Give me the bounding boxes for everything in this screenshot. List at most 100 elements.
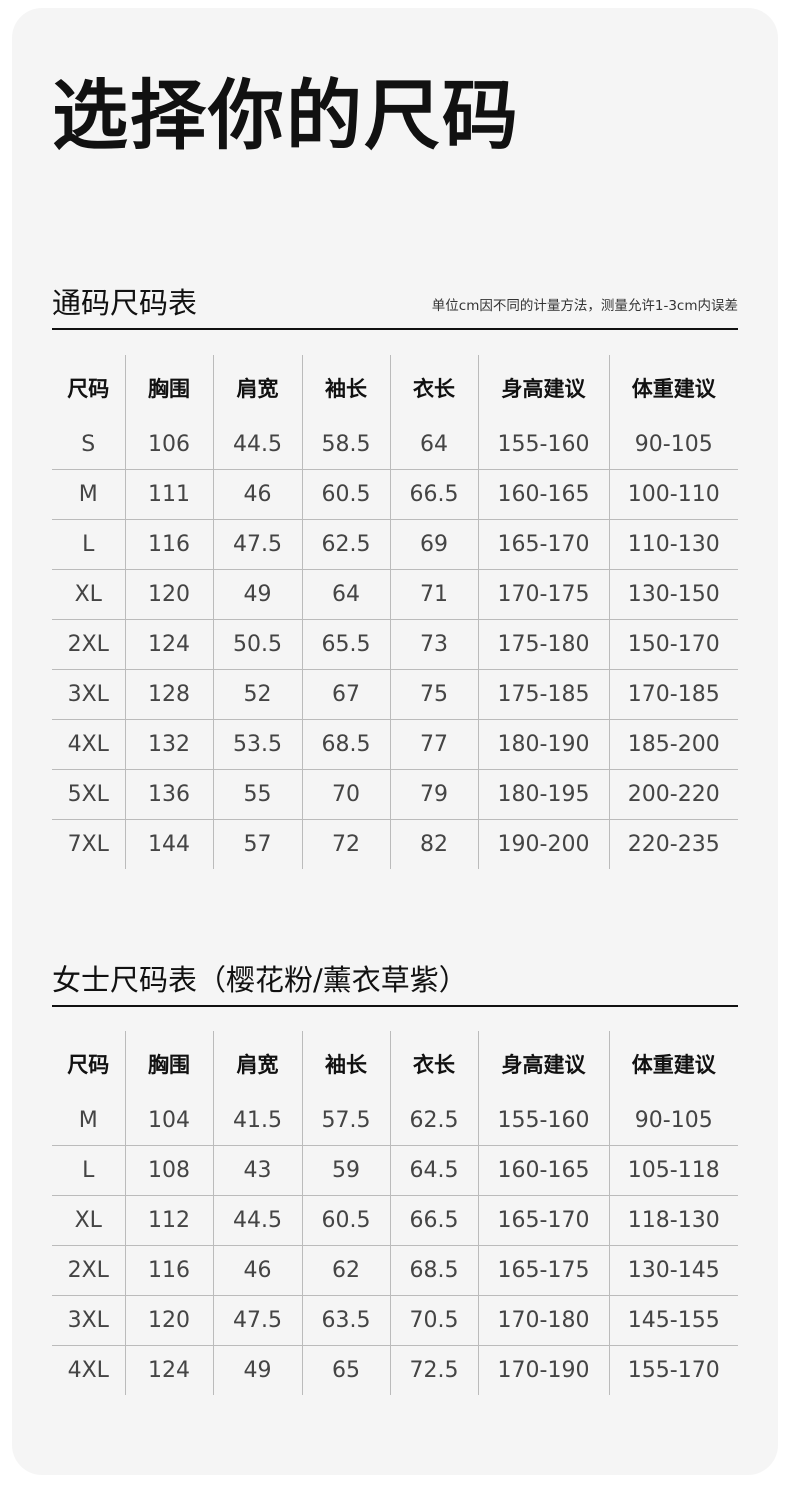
column-header: 胸围 xyxy=(124,355,213,420)
table-cell: 190-200 xyxy=(477,819,609,869)
column-header: 尺码 xyxy=(67,376,110,401)
table-cell: 72 xyxy=(301,819,390,869)
table-cell: L xyxy=(52,519,125,570)
table-row: 4XL 124 49 65 72.5 170-190 155-170 xyxy=(52,1345,738,1395)
table-cell: 180-195 xyxy=(477,769,609,820)
table-cell: 155-160 xyxy=(477,1096,609,1146)
table-cell: 165-175 xyxy=(477,1245,609,1296)
table-cell: M xyxy=(52,469,125,520)
unisex-section-header: 通码尺码表 单位cm因不同的计量方法，测量允许1-3cm内误差 xyxy=(52,286,738,330)
table-cell: 160-165 xyxy=(477,469,609,520)
measurement-note: 单位cm因不同的计量方法，测量允许1-3cm内误差 xyxy=(431,298,738,314)
table-cell: 65.5 xyxy=(301,619,390,670)
table-cell: 46 xyxy=(212,469,302,520)
table-cell: 62.5 xyxy=(389,1096,478,1146)
women-size-table: 尺码 胸围 肩宽 袖长 衣长 身高建议 体重建议 M 104 41.5 57.5 62.5 155-16… xyxy=(52,1031,738,1395)
table-cell: 73 xyxy=(389,619,478,670)
table-cell: 90-105 xyxy=(608,420,738,470)
table-row: 2XL 124 50.5 65.5 73 175-180 150-170 xyxy=(52,619,738,670)
table-cell: 70.5 xyxy=(389,1295,478,1346)
column-header: 袖长 xyxy=(301,1031,390,1096)
women-section-header: 女士尺码表（樱花粉/薰衣草紫） xyxy=(52,963,738,1007)
table-cell: S xyxy=(52,420,125,470)
table-cell: 58.5 xyxy=(301,420,390,470)
table-cell: 62.5 xyxy=(301,519,390,570)
table-cell: 59 xyxy=(301,1145,390,1196)
table-cell: 165-170 xyxy=(477,1195,609,1246)
table-cell: 70 xyxy=(301,769,390,820)
table-cell: 116 xyxy=(124,1245,213,1296)
table-cell: 145-155 xyxy=(608,1295,738,1346)
table-row: XL 112 44.5 60.5 66.5 165-170 118-130 xyxy=(52,1195,738,1246)
column-header: 体重建议 xyxy=(608,1031,738,1096)
table-cell: 49 xyxy=(212,569,302,620)
table-cell: 64 xyxy=(301,569,390,620)
table-cell: 47.5 xyxy=(212,1295,302,1346)
table-cell: 120 xyxy=(124,569,213,620)
header-row: 尺码 胸围 肩宽 袖长 衣长 身高建议 体重建议 xyxy=(52,355,738,420)
table-cell: 50.5 xyxy=(212,619,302,670)
table-cell: 62 xyxy=(301,1245,390,1296)
table-row: 4XL 132 53.5 68.5 77 180-190 185-200 xyxy=(52,719,738,770)
table-cell: 111 xyxy=(124,469,213,520)
table-cell: 49 xyxy=(212,1345,302,1395)
table-cell: 57.5 xyxy=(301,1096,390,1146)
table-cell: 175-180 xyxy=(477,619,609,670)
table-row: 3XL 128 52 67 75 175-185 170-185 xyxy=(52,669,738,720)
table-row: M 104 41.5 57.5 62.5 155-160 90-105 xyxy=(52,1096,738,1146)
table-cell: 68.5 xyxy=(389,1245,478,1296)
table-row: S 106 44.5 58.5 64 155-160 90-105 xyxy=(52,420,738,470)
table-cell: 60.5 xyxy=(301,469,390,520)
page-title: 选择你的尺码 xyxy=(52,71,520,160)
table-cell: 44.5 xyxy=(212,1195,302,1246)
table-cell: 2XL xyxy=(52,1245,125,1296)
table-cell: 90-105 xyxy=(608,1096,738,1146)
column-header: 体重建议 xyxy=(608,355,738,420)
table-cell: 100-110 xyxy=(608,469,738,520)
table-cell: 144 xyxy=(124,819,213,869)
table-cell: 79 xyxy=(389,769,478,820)
table-cell: 67 xyxy=(301,669,390,720)
table-cell: 180-190 xyxy=(477,719,609,770)
table-cell: 63.5 xyxy=(301,1295,390,1346)
table-cell: 110-130 xyxy=(608,519,738,570)
column-header: 身高建议 xyxy=(477,355,609,420)
column-header: 袖长 xyxy=(301,355,390,420)
table-cell: 165-170 xyxy=(477,519,609,570)
table-row: L 108 43 59 64.5 160-165 105-118 xyxy=(52,1145,738,1196)
women-heading: 女士尺码表（樱花粉/薰衣草紫） xyxy=(52,963,468,997)
table-row: 5XL 136 55 70 79 180-195 200-220 xyxy=(52,769,738,820)
table-cell: 69 xyxy=(389,519,478,570)
table-cell: XL xyxy=(52,1195,125,1246)
table-cell: 71 xyxy=(389,569,478,620)
table-cell: 60.5 xyxy=(301,1195,390,1246)
table-cell: 4XL xyxy=(67,1358,109,1383)
table-cell: 53.5 xyxy=(212,719,302,770)
table-cell: 3XL xyxy=(52,1295,125,1346)
table-cell: 3XL xyxy=(52,669,125,720)
table-cell: 136 xyxy=(124,769,213,820)
table-cell: 82 xyxy=(389,819,478,869)
table-cell: 150-170 xyxy=(608,619,738,670)
table-cell: 44.5 xyxy=(212,420,302,470)
table-cell: 65 xyxy=(301,1345,390,1395)
table-cell: 7XL xyxy=(67,832,109,857)
table-cell: 160-165 xyxy=(477,1145,609,1196)
table-cell: 116 xyxy=(124,519,213,570)
column-header: 尺码 xyxy=(67,1052,110,1077)
unisex-heading: 通码尺码表 xyxy=(52,286,198,320)
table-cell: 43 xyxy=(212,1145,302,1196)
table-cell: 120 xyxy=(124,1295,213,1346)
table-cell: 68.5 xyxy=(301,719,390,770)
table-cell: 2XL xyxy=(52,619,125,670)
table-row: M 111 46 60.5 66.5 160-165 100-110 xyxy=(52,469,738,520)
table-cell: 106 xyxy=(124,420,213,470)
table-cell: 75 xyxy=(389,669,478,720)
table-row: 2XL 116 46 62 68.5 165-175 130-145 xyxy=(52,1245,738,1296)
table-cell: 108 xyxy=(124,1145,213,1196)
column-header: 衣长 xyxy=(389,355,478,420)
table-row: L 116 47.5 62.5 69 165-170 110-130 xyxy=(52,519,738,570)
table-cell: 105-118 xyxy=(608,1145,738,1196)
table-cell: 112 xyxy=(124,1195,213,1246)
table-cell: 155-160 xyxy=(477,420,609,470)
